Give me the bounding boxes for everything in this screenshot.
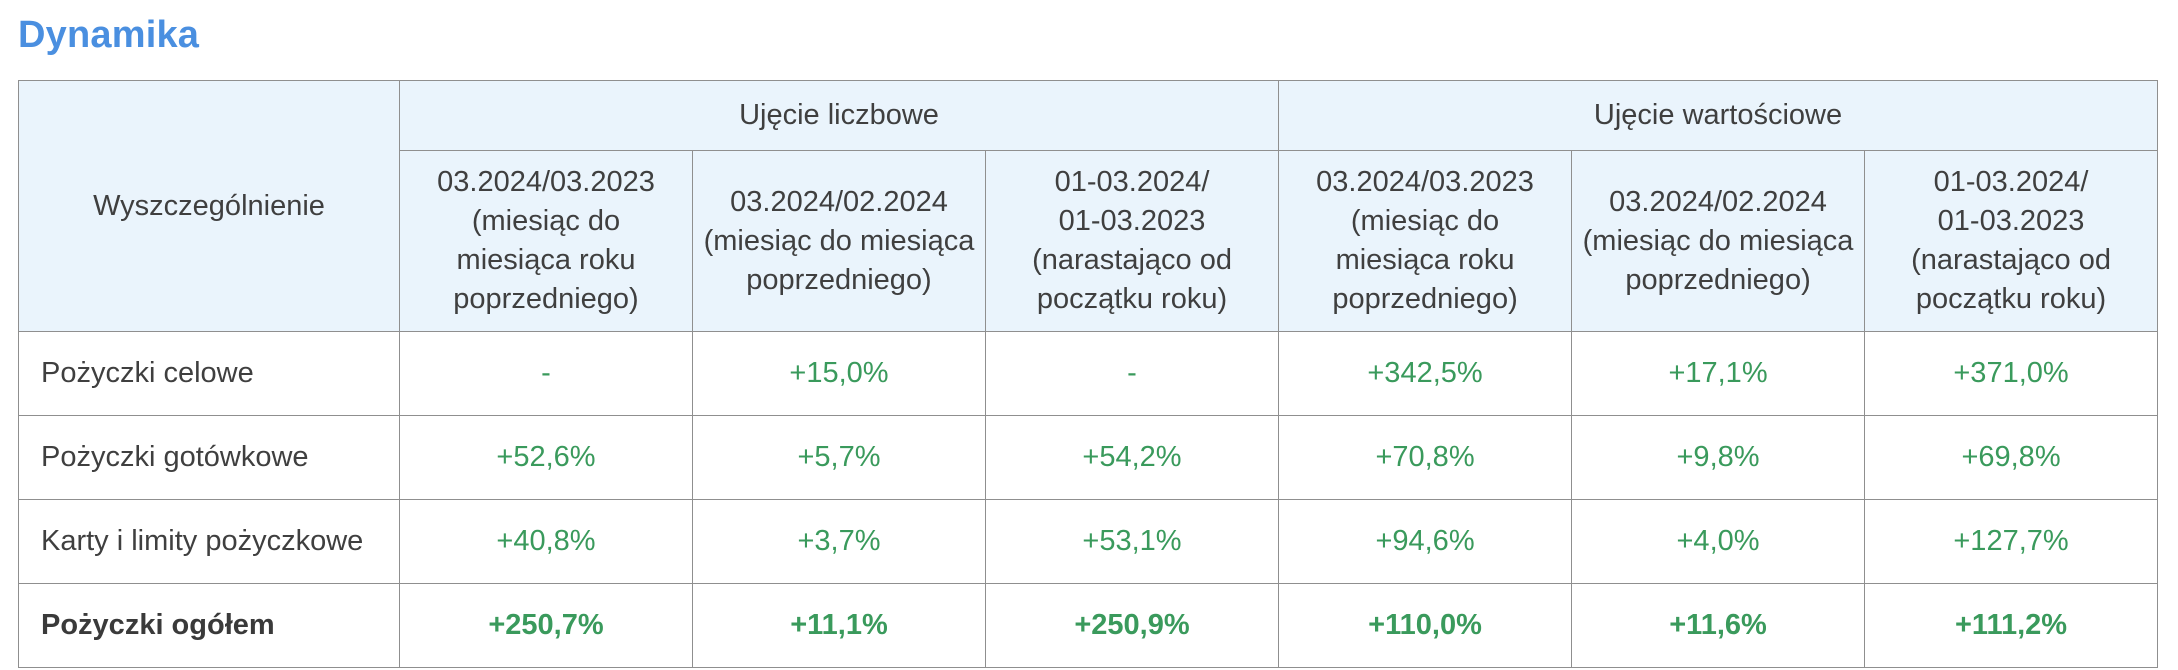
row-header-cell: Wyszczególnienie (18, 80, 400, 332)
subheader-count-ytd: 01-03.2024/ 01-03.2023 (narastająco od p… (984, 150, 1280, 332)
subheader-line: 01-03.2024/ (1933, 166, 2089, 198)
value-cell: +11,6% (1571, 583, 1866, 668)
subheader-line: (miesiąc do miesiąca (1582, 224, 1854, 257)
value-cell: +15,0% (692, 331, 986, 416)
group-header-count: Ujęcie liczbowe (398, 80, 1280, 151)
value-cell: +111,2% (1864, 583, 2159, 668)
value-cell: +54,2% (984, 415, 1280, 500)
table-row: Karty i limity pożyczkowe +40,8% +3,7% +… (18, 499, 2159, 584)
value-cell: +342,5% (1278, 331, 1573, 416)
subheader-line: 03.2024/02.2024 (730, 185, 948, 218)
value-cell: +371,0% (1864, 331, 2159, 416)
row-label: Pożyczki ogółem (18, 583, 400, 668)
subheader-line: (miesiąc do (1350, 205, 1500, 237)
value-cell: +110,0% (1278, 583, 1573, 668)
table-row-total: Pożyczki ogółem +250,7% +11,1% +250,9% +… (18, 583, 2159, 668)
subheader-line: 03.2024/03.2023 (1316, 166, 1534, 198)
subheader-value-mom: 03.2024/02.2024 (miesiąc do miesiąca pop… (1571, 150, 1866, 332)
value-cell: +250,9% (984, 583, 1280, 668)
subheader-line: miesiąca roku (1335, 244, 1515, 276)
subheader-line: 03.2024/03.2023 (437, 166, 655, 198)
value-cell: +3,7% (692, 499, 986, 584)
subheader-line: 01-03.2024/ (1054, 166, 1210, 198)
subheader-line: (narastająco od (1032, 244, 1232, 276)
row-header-label: Wyszczególnienie (93, 189, 325, 222)
subheader-line: 01-03.2023 (1058, 205, 1206, 237)
value-cell: +17,1% (1571, 331, 1866, 416)
value-cell: +4,0% (1571, 499, 1866, 584)
subheader-count-mom: 03.2024/02.2024 (miesiąc do miesiąca pop… (692, 150, 986, 332)
table-row: Pożyczki celowe - +15,0% - +342,5% +17,1… (18, 331, 2159, 416)
subheader-line: poprzedniego) (1332, 283, 1518, 315)
value-cell: +9,8% (1571, 415, 1866, 500)
subheader-value-yoy: 03.2024/03.2023 (miesiąc do miesiąca rok… (1278, 150, 1573, 332)
subheader-line: początku roku) (1036, 283, 1228, 315)
subheader-line: 03.2024/02.2024 (1609, 185, 1827, 218)
value-cell: - (399, 331, 693, 416)
value-cell: - (984, 331, 1280, 416)
dynamics-table: Wyszczególnienie Ujęcie liczbowe Ujęcie … (18, 80, 2159, 668)
subheader-value-ytd: 01-03.2024/ 01-03.2023 (narastająco od p… (1864, 150, 2159, 332)
subheader-line: poprzedniego) (453, 283, 639, 315)
subheader-count-yoy: 03.2024/03.2023 (miesiąc do miesiąca rok… (399, 150, 693, 332)
value-cell: +40,8% (399, 499, 693, 584)
value-cell: +53,1% (984, 499, 1280, 584)
subheader-line: początku roku) (1915, 283, 2107, 315)
subheader-line: 01-03.2023 (1937, 205, 2085, 237)
row-label: Karty i limity pożyczkowe (18, 499, 400, 584)
subheader-line: (narastająco od (1911, 244, 2111, 276)
value-cell: +94,6% (1278, 499, 1573, 584)
value-cell: +69,8% (1864, 415, 2159, 500)
row-label: Pożyczki gotówkowe (18, 415, 400, 500)
value-cell: +127,7% (1864, 499, 2159, 584)
value-cell: +52,6% (399, 415, 693, 500)
value-cell: +250,7% (399, 583, 693, 668)
value-cell: +5,7% (692, 415, 986, 500)
value-cell: +11,1% (692, 583, 986, 668)
value-cell: +70,8% (1278, 415, 1573, 500)
subheader-line: (miesiąc do (471, 205, 621, 237)
subheader-line: poprzedniego) (1625, 263, 1811, 296)
page-title: Dynamika (18, 14, 200, 56)
subheader-line: miesiąca roku (456, 244, 636, 276)
table-row: Pożyczki gotówkowe +52,6% +5,7% +54,2% +… (18, 415, 2159, 500)
row-label: Pożyczki celowe (18, 331, 400, 416)
subheader-line: poprzedniego) (746, 263, 932, 296)
group-header-value: Ujęcie wartościowe (1278, 80, 2159, 151)
subheader-line: (miesiąc do miesiąca (703, 224, 975, 257)
